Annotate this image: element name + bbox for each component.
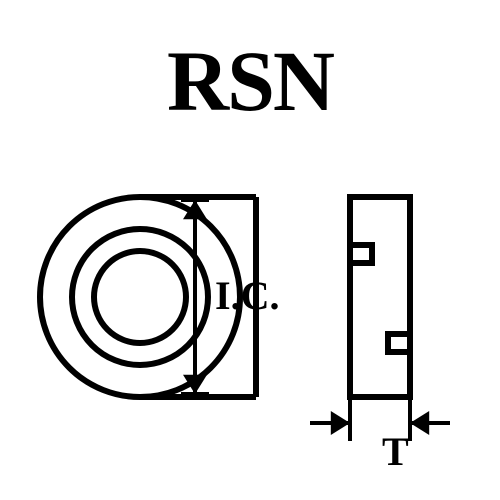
t-label: T: [382, 432, 409, 472]
diagram-canvas: RSN I.C. T: [0, 0, 500, 500]
diagram-svg: [0, 0, 500, 500]
ic-label: I.C.: [215, 276, 279, 316]
